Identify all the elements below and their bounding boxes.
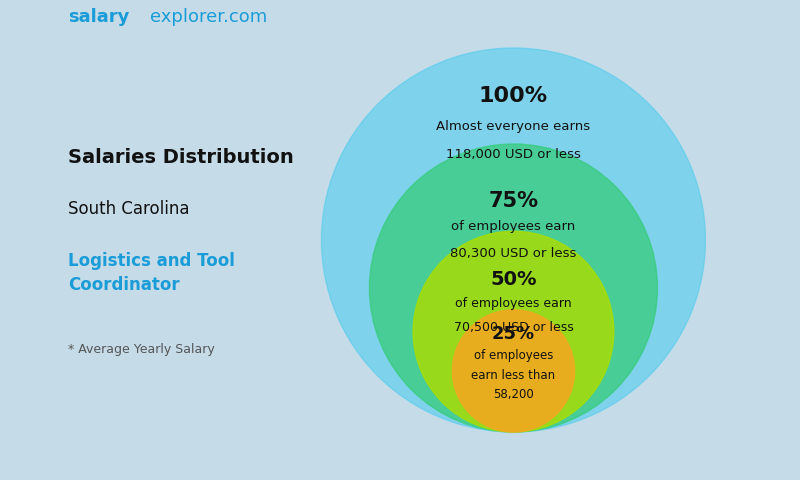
Text: of employees earn: of employees earn [455,297,572,310]
Text: 75%: 75% [489,191,538,211]
Text: * Average Yearly Salary: * Average Yearly Salary [68,343,215,356]
Text: 25%: 25% [492,325,535,343]
Text: 58,200: 58,200 [493,388,534,401]
Text: of employees: of employees [474,349,553,362]
Text: of employees earn: of employees earn [451,220,575,233]
Circle shape [452,310,574,432]
Text: earn less than: earn less than [471,369,555,382]
Text: 80,300 USD or less: 80,300 USD or less [450,247,577,260]
Text: 70,500 USD or less: 70,500 USD or less [454,321,574,334]
Text: Logistics and Tool
Coordinator: Logistics and Tool Coordinator [68,252,235,294]
Text: 118,000 USD or less: 118,000 USD or less [446,148,581,161]
Text: Almost everyone earns: Almost everyone earns [436,120,590,133]
Text: 50%: 50% [490,270,537,289]
Text: 100%: 100% [479,86,548,106]
Text: salary: salary [68,9,130,26]
Circle shape [322,48,706,432]
Text: explorer.com: explorer.com [150,9,267,26]
Circle shape [413,231,614,432]
Circle shape [370,144,658,432]
Text: South Carolina: South Carolina [68,201,190,218]
Text: Salaries Distribution: Salaries Distribution [68,147,294,167]
